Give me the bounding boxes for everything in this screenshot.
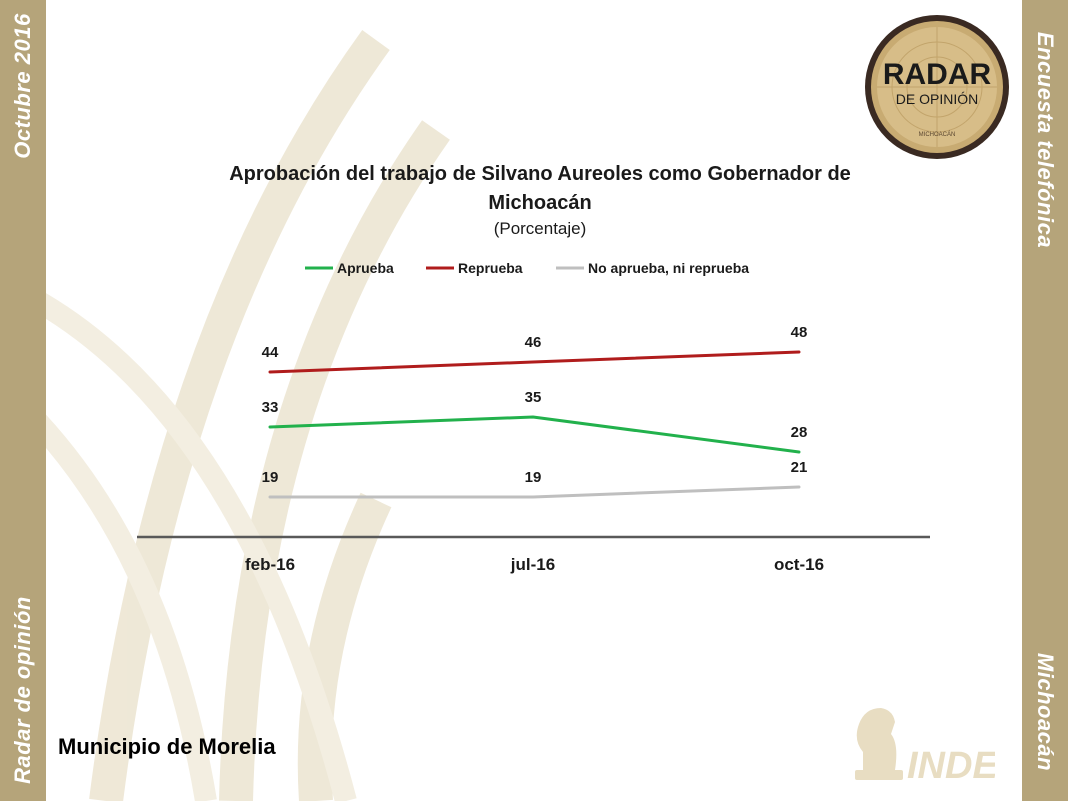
series-line-reprueba [268, 350, 801, 374]
series-layer [268, 350, 801, 499]
legend-label-no-aprueba-ni-reprueba: No aprueba, ni reprueba [588, 260, 749, 276]
data-label-no-aprueba-ni-reprueba-2: 21 [791, 459, 808, 476]
indes-logo: INDES [855, 708, 995, 785]
right-side-band [1022, 0, 1068, 801]
chart-subtitle: (Porcentaje) [493, 219, 587, 238]
background-watermark [46, 30, 450, 801]
data-label-no-aprueba-ni-reprueba-0: 19 [262, 469, 279, 486]
data-label-layer: 33 35 28 44 46 48 19 19 21 [262, 324, 808, 486]
svg-text:MICHOACÁN: MICHOACÁN [919, 131, 956, 138]
chart-legend: Aprueba Reprueba No aprueba, ni reprueba [305, 260, 749, 276]
data-label-aprueba-0: 33 [262, 399, 279, 416]
left-side-band [0, 0, 46, 801]
data-label-reprueba-0: 44 [262, 344, 279, 361]
chart-title: Aprobación del trabajo de Silvano Aureol… [229, 163, 851, 214]
data-label-aprueba-2: 28 [791, 424, 808, 441]
legend-label-reprueba: Reprueba [458, 260, 523, 276]
municipio-label: Municipio de Morelia [58, 734, 276, 759]
legend-label-aprueba: Aprueba [337, 260, 394, 276]
x-tick-label-2: oct-16 [774, 555, 824, 574]
svg-text:DE OPINIÓN: DE OPINIÓN [896, 91, 978, 107]
x-tick-label-0: feb-16 [245, 555, 295, 574]
data-label-reprueba-1: 46 [525, 334, 542, 351]
data-label-reprueba-2: 48 [791, 324, 808, 341]
data-label-no-aprueba-ni-reprueba-1: 19 [525, 469, 542, 486]
x-tick-label-1: jul-16 [510, 555, 555, 574]
svg-text:RADAR: RADAR [883, 58, 992, 91]
x-tick-labels: feb-16 jul-16 oct-16 [245, 555, 824, 574]
series-line-no-aprueba-ni-reprueba [268, 485, 801, 499]
svg-text:INDES: INDES [907, 745, 995, 785]
radar-de-opinion-logo: RADAR DE OPINIÓN MICHOACÁN [865, 15, 1009, 159]
data-label-aprueba-1: 35 [525, 389, 542, 406]
series-line-aprueba [268, 415, 801, 454]
